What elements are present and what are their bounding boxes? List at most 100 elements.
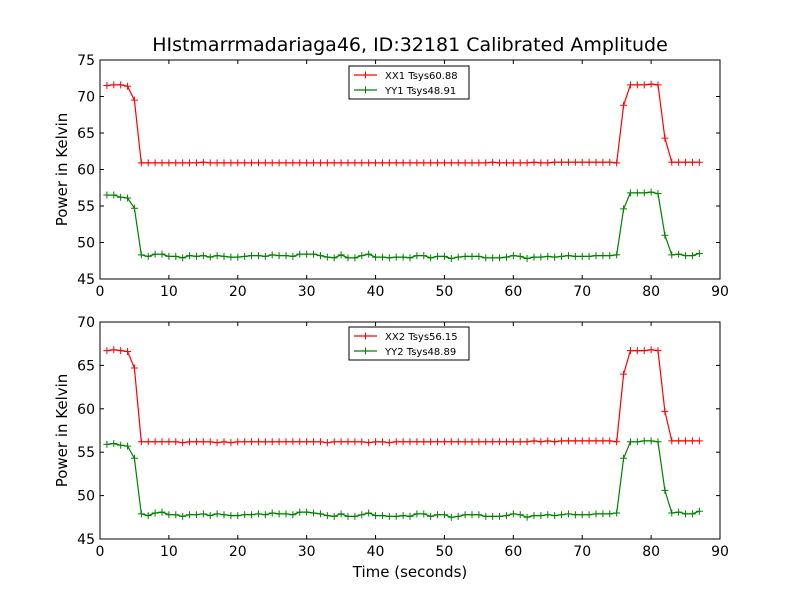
data-point <box>179 254 187 262</box>
x-tick-label: 60 <box>504 544 522 560</box>
data-point <box>206 253 214 261</box>
data-point <box>316 159 324 167</box>
data-point <box>220 511 228 519</box>
data-point <box>592 510 600 518</box>
data-point <box>482 438 490 446</box>
data-point <box>268 509 276 517</box>
data-point <box>172 252 180 260</box>
data-point <box>358 159 366 167</box>
legend-marker <box>362 71 369 79</box>
x-tick-label: 30 <box>298 284 316 300</box>
data-point <box>647 80 655 88</box>
data-point <box>310 250 318 258</box>
data-point <box>165 159 173 167</box>
data-point <box>303 508 311 516</box>
data-point <box>489 512 497 520</box>
data-point <box>206 159 214 167</box>
data-point <box>475 252 483 260</box>
legend-label: YY2 Tsys48.89 <box>384 347 456 358</box>
data-point <box>282 510 290 518</box>
data-point <box>275 252 283 260</box>
data-point <box>578 158 586 166</box>
legend-box <box>348 65 470 100</box>
data-point <box>661 407 669 415</box>
data-point <box>516 511 524 519</box>
data-point <box>179 159 187 167</box>
data-point <box>564 158 572 166</box>
legend-marker <box>362 86 369 94</box>
data-point <box>620 370 628 378</box>
data-point <box>220 252 228 260</box>
data-point <box>289 438 297 446</box>
data-point <box>289 252 297 260</box>
data-point <box>385 254 393 262</box>
x-tick-label: 30 <box>298 544 316 560</box>
data-point <box>192 511 200 519</box>
x-tick-label: 60 <box>504 284 522 300</box>
data-point <box>620 101 628 109</box>
data-point <box>227 512 235 520</box>
data-point <box>654 190 662 198</box>
data-point <box>647 188 655 196</box>
data-point <box>447 438 455 446</box>
data-point <box>220 438 228 446</box>
data-point <box>110 81 118 89</box>
data-point <box>344 159 352 167</box>
data-point <box>310 509 318 517</box>
y-tick-label: 45 <box>77 532 95 548</box>
data-point <box>661 486 669 494</box>
data-point <box>626 189 634 197</box>
legend-marker <box>362 332 369 340</box>
data-point <box>537 512 545 520</box>
data-point <box>447 513 455 521</box>
x-tick-label: 40 <box>367 284 385 300</box>
data-point <box>206 438 214 446</box>
data-point <box>186 511 194 519</box>
data-point <box>440 252 448 260</box>
data-point <box>454 253 462 261</box>
data-point <box>516 252 524 260</box>
data-point <box>558 511 566 519</box>
data-point <box>530 437 538 445</box>
data-point <box>688 158 696 166</box>
data-point <box>254 252 262 260</box>
data-point <box>640 81 648 89</box>
data-point <box>234 159 242 167</box>
data-point <box>427 438 435 446</box>
data-point <box>454 438 462 446</box>
data-point <box>461 511 469 519</box>
y-tick-label: 45 <box>77 272 95 288</box>
data-point <box>558 158 566 166</box>
data-point <box>558 252 566 260</box>
x-tick-label: 90 <box>711 284 729 300</box>
series-markers-2 <box>103 437 703 521</box>
data-point <box>296 159 304 167</box>
data-point <box>564 510 572 518</box>
data-point <box>172 159 180 167</box>
data-point <box>261 438 269 446</box>
data-point <box>144 512 152 520</box>
data-point <box>103 82 111 90</box>
data-point <box>261 252 269 260</box>
y-tick-label: 75 <box>77 53 95 69</box>
data-point <box>378 512 386 520</box>
legend-label: XX1 Tsys60.88 <box>385 71 458 82</box>
data-point <box>337 510 345 518</box>
data-point <box>372 438 380 446</box>
data-point <box>413 438 421 446</box>
data-point <box>213 439 221 447</box>
data-point <box>323 253 331 261</box>
data-point <box>606 252 614 260</box>
data-point <box>482 254 490 262</box>
data-point <box>158 508 166 516</box>
data-point <box>585 511 593 519</box>
data-point <box>626 438 634 446</box>
data-point <box>186 252 194 260</box>
data-point <box>130 364 138 372</box>
data-point <box>110 440 118 448</box>
data-point <box>482 159 490 167</box>
data-point <box>117 441 125 449</box>
data-point <box>151 438 159 446</box>
legend-label: XX2 Tsys56.15 <box>385 332 458 343</box>
